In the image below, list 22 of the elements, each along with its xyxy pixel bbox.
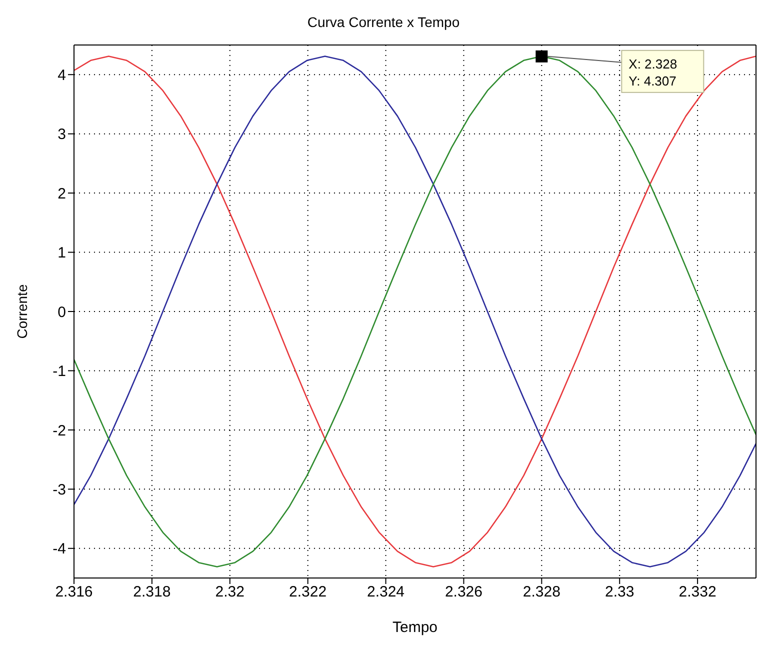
x-tick-label: 2.328 [522,584,560,601]
y-tick-label: -1 [52,363,66,380]
annotation: X: 2.328 Y: 4.307 [628,56,678,88]
y-tick-label: 4 [58,66,66,84]
y-axis-title: Corrente [14,284,30,339]
x-tick-label: 2.322 [289,584,327,601]
x-tick-label: 2.332 [678,584,716,601]
x-tick-label: 2.316 [55,584,93,601]
x-tick-label: 2.32 [215,584,244,601]
y-tick-label: -3 [52,481,66,498]
x-tick-label: 2.324 [367,584,405,601]
y-tick-label: 0 [58,304,66,321]
x-tick-label: 2.318 [133,584,171,601]
chart-title: Curva Corrente x Tempo [306,13,461,32]
y-tick-label: -4 [52,540,66,558]
x-tick-label: 2.33 [605,584,634,601]
y-tick-label: 1 [58,244,66,262]
x-tick-label: 2.326 [444,584,482,601]
x-axis-title: Tempo [392,619,438,636]
y-tick-label: -2 [52,422,66,440]
y-tick-label: 2 [58,185,66,202]
y-tick-label: 3 [58,126,66,144]
